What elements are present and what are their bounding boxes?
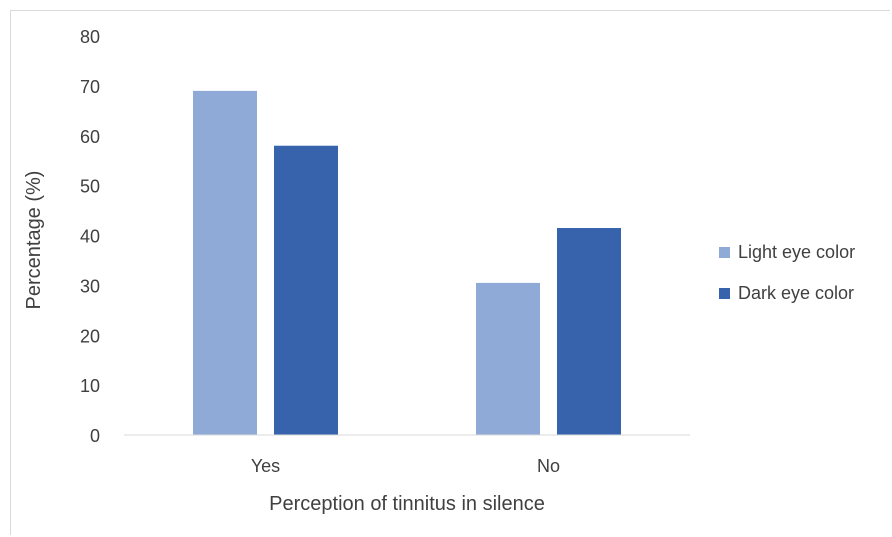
y-tick-label: 80 bbox=[80, 27, 100, 47]
bars bbox=[193, 90, 621, 436]
bar-no-0 bbox=[476, 282, 540, 435]
legend-swatch bbox=[719, 247, 730, 258]
y-axis-ticks: 0 10 20 30 40 50 60 70 80 bbox=[80, 27, 100, 446]
x-tick-label: No bbox=[537, 456, 560, 476]
x-tick-label: Yes bbox=[251, 456, 280, 476]
y-tick-label: 50 bbox=[80, 177, 100, 197]
y-tick-label: 20 bbox=[80, 326, 100, 346]
legend-label: Light eye color bbox=[738, 242, 855, 262]
x-axis-ticks: Yes No bbox=[251, 456, 560, 476]
y-tick-label: 30 bbox=[80, 276, 100, 296]
y-tick-label: 70 bbox=[80, 77, 100, 97]
y-tick-label: 60 bbox=[80, 127, 100, 147]
y-tick-label: 10 bbox=[80, 376, 100, 396]
bar-yes-1 bbox=[274, 145, 338, 435]
y-tick-label: 40 bbox=[80, 227, 100, 247]
chart-frame bbox=[10, 10, 890, 535]
y-axis-label: Percentage (%) bbox=[23, 171, 45, 310]
y-tick-label: 0 bbox=[90, 426, 100, 446]
x-axis-label: Perception of tinnitus in silence bbox=[269, 493, 545, 515]
legend: Light eye color Dark eye color bbox=[719, 242, 855, 303]
bar-no-1 bbox=[557, 228, 621, 435]
legend-label: Dark eye color bbox=[738, 283, 854, 303]
bar-yes-0 bbox=[193, 90, 257, 436]
legend-swatch bbox=[719, 288, 730, 299]
